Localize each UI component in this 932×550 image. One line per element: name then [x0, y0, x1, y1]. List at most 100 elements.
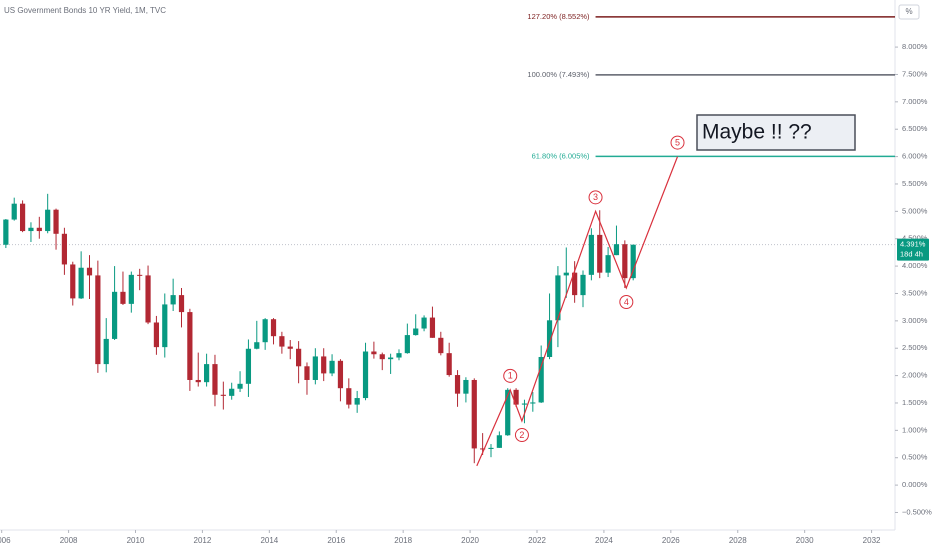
candle-body [95, 275, 101, 365]
candle-body [446, 353, 452, 376]
candle-body [45, 209, 51, 232]
candle-body [11, 203, 17, 220]
candle-body [530, 402, 536, 404]
y-tick-label: 3.500% [902, 288, 928, 297]
x-tick-label: 2012 [194, 536, 212, 545]
candle-body [195, 379, 201, 383]
candle-body [622, 244, 628, 279]
candle-body [346, 388, 352, 405]
chart-title: US Government Bonds 10 YR Yield, 1M, TVC [4, 6, 166, 15]
x-tick-label: 2010 [127, 536, 145, 545]
candle-body [480, 448, 486, 450]
y-tick-label: 0.500% [902, 453, 928, 462]
candle-body [120, 291, 126, 304]
candle-body [220, 394, 226, 396]
candle-body [555, 275, 561, 321]
candle-body [329, 360, 335, 374]
candle-body [28, 227, 34, 232]
candle-body [53, 209, 59, 234]
x-tick-label: 2016 [327, 536, 345, 545]
candle-body [3, 219, 9, 245]
wave-label: 2 [519, 430, 524, 440]
y-tick-label: 5.500% [902, 179, 928, 188]
candle-body [421, 317, 427, 329]
candle-body [61, 233, 68, 265]
y-tick-label: 4.000% [902, 261, 928, 270]
candle-body [588, 234, 594, 275]
candle-body [262, 319, 268, 343]
candle-body [304, 366, 310, 380]
candle-body [580, 274, 586, 296]
y-tick-label: 5.000% [902, 206, 928, 215]
y-tick-label: 4.500% [902, 234, 928, 243]
y-tick-label: 0.000% [902, 480, 928, 489]
y-tick-label: 1.500% [902, 398, 928, 407]
candle-body [513, 389, 519, 405]
wave-label: 1 [508, 371, 513, 381]
x-tick-label: 2018 [394, 536, 412, 545]
y-tick-label: 8.000% [902, 42, 928, 51]
y-tick-label: 2.500% [902, 343, 928, 352]
wave-label: 4 [624, 297, 629, 307]
y-tick-label: 7.000% [902, 97, 928, 106]
last-price-badge [897, 238, 929, 261]
candle-body [471, 379, 477, 449]
countdown-label: 18d 4h [900, 250, 923, 259]
candle-body [296, 348, 302, 367]
candle-body [563, 272, 569, 276]
x-tick-label: 2020 [461, 536, 479, 545]
candle-body [438, 337, 444, 354]
wave-label-circle [503, 368, 518, 383]
y-tick-label: 6.000% [902, 152, 928, 161]
candle-body [212, 364, 218, 395]
candle-body [187, 312, 193, 380]
candle-body [137, 274, 143, 276]
y-tick-label: 2.000% [902, 371, 928, 380]
annotation-box [696, 114, 856, 151]
candle-body [454, 375, 461, 394]
candle-body [103, 338, 109, 365]
wave-label: 3 [593, 192, 598, 202]
unit-label: % [905, 7, 912, 16]
candle-body [111, 291, 118, 339]
y-tick-label: 1.000% [902, 425, 928, 434]
candle-body [597, 234, 603, 273]
fib-label: 127.20% (8.552%) [527, 12, 590, 21]
fib-label: 100.00% (7.493%) [527, 70, 590, 79]
candle-body [170, 295, 176, 305]
wave-label-circle [670, 135, 685, 150]
candle-body [145, 275, 151, 323]
x-tick-label: 2032 [863, 536, 881, 545]
candle-body [613, 244, 620, 256]
candle-body [86, 267, 93, 276]
candle-body [153, 322, 160, 348]
candle-body [362, 351, 369, 399]
x-tick-label: 2030 [796, 536, 814, 545]
candle-body [505, 389, 511, 436]
wave-label-circle [514, 428, 529, 443]
x-tick-label: 2026 [662, 536, 680, 545]
candle-body [321, 356, 327, 374]
candle-body [78, 267, 84, 299]
candle-body [270, 319, 277, 337]
candle-body [463, 379, 469, 394]
wave-label: 5 [675, 137, 680, 147]
candle-body [245, 348, 252, 384]
candle-body [388, 357, 394, 360]
candle-body [254, 342, 260, 349]
candle-body [312, 356, 318, 380]
candle-body [279, 336, 285, 347]
candle-body [521, 403, 528, 405]
candle-body [354, 398, 360, 405]
candle-body [488, 447, 494, 449]
x-tick-label: 2014 [260, 536, 278, 545]
candle-body [337, 360, 344, 389]
candle-body [19, 203, 26, 232]
candle-body [413, 328, 419, 336]
y-tick-label: 7.500% [902, 69, 928, 78]
candle-body [404, 335, 410, 354]
x-tick-label: 2022 [528, 536, 546, 545]
candle-body [538, 356, 544, 403]
